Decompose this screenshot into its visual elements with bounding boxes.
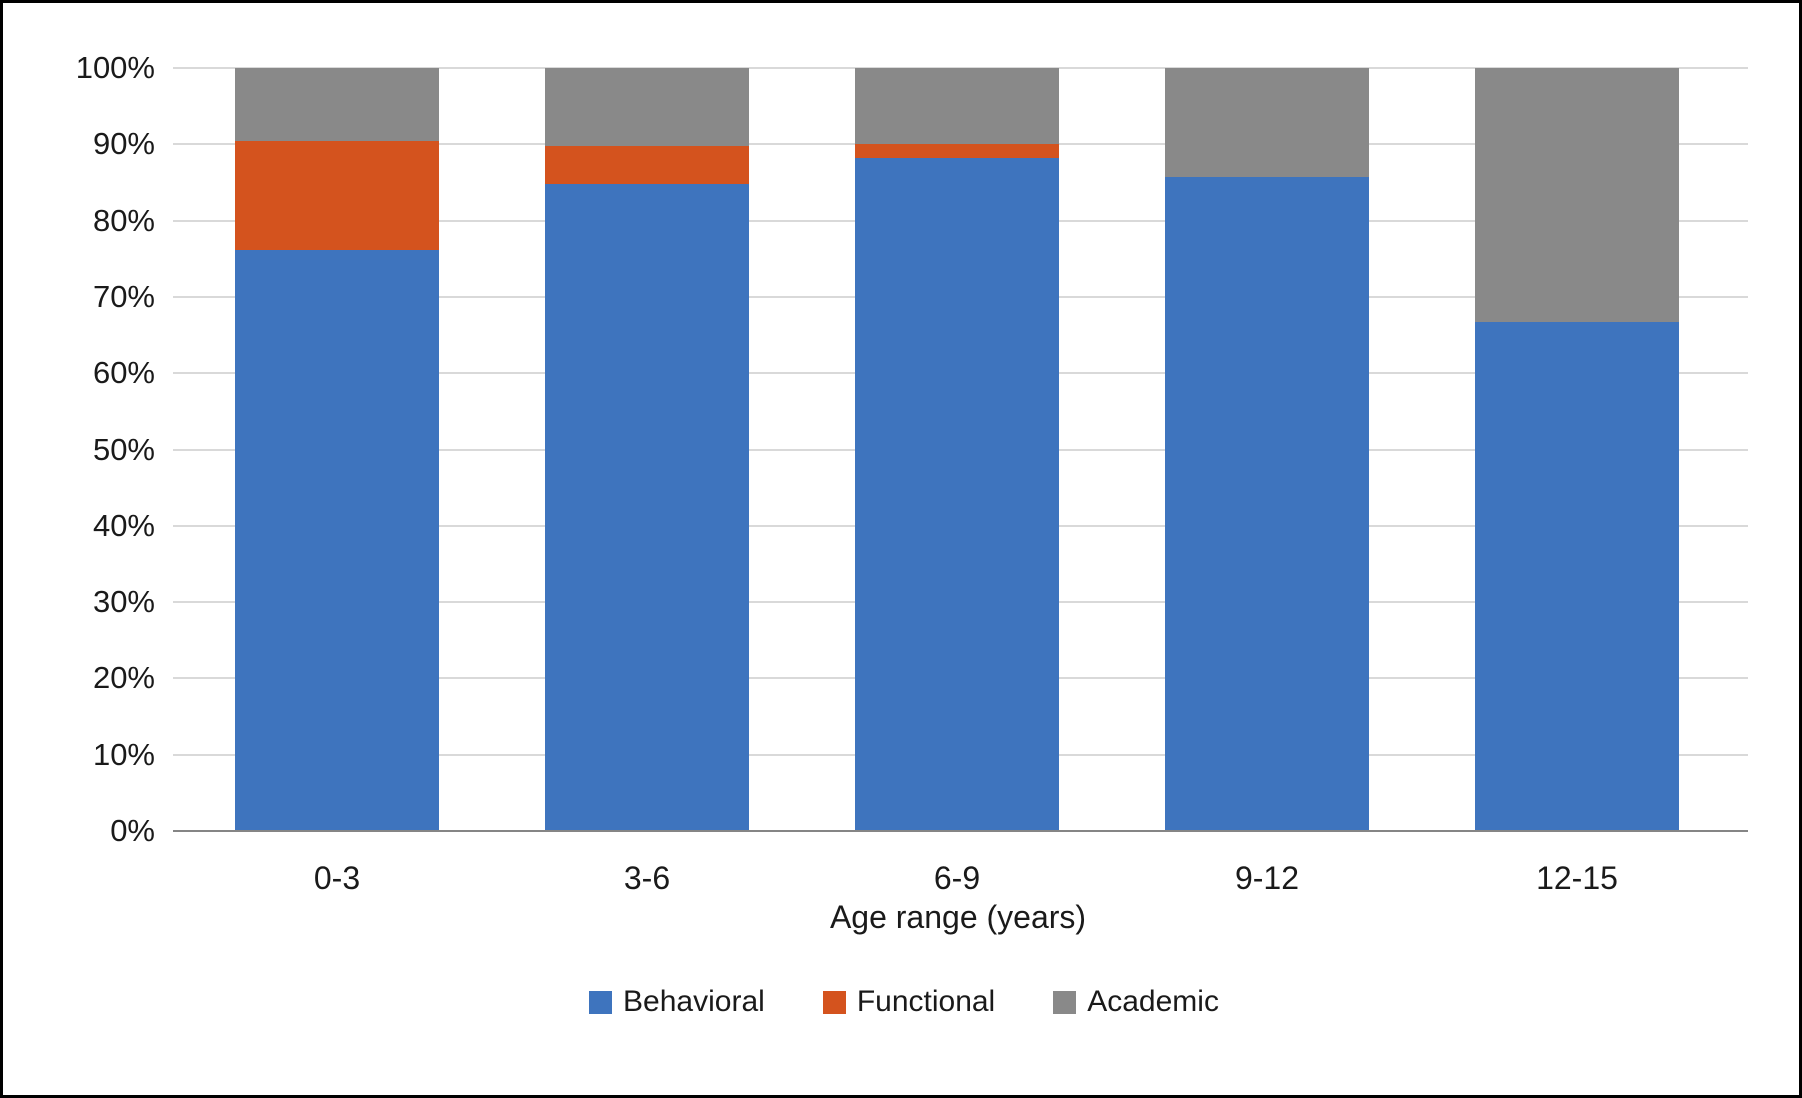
legend-swatch-icon xyxy=(1053,990,1077,1014)
legend-item-academic: Academic xyxy=(1053,985,1219,1019)
bar-segment-behavioral-3-6 xyxy=(545,183,749,831)
bar-segment-academic-6-9 xyxy=(855,68,1059,145)
bar-segment-functional-0-3 xyxy=(235,140,439,250)
x-tick-label: 9-12 xyxy=(1234,860,1300,896)
legend-swatch-icon xyxy=(822,990,846,1014)
legend-swatch-icon xyxy=(589,990,613,1014)
y-tick-label: 50% xyxy=(92,431,155,467)
y-tick-label: 20% xyxy=(92,660,155,696)
bar-segment-behavioral-12-15 xyxy=(1475,322,1679,831)
x-tick-label: 3-6 xyxy=(623,860,671,896)
x-axis-line xyxy=(173,830,1748,832)
y-tick-label: 80% xyxy=(92,202,155,238)
bar-segment-functional-3-6 xyxy=(545,145,749,184)
y-tick-label: 0% xyxy=(110,813,155,848)
y-tick-label: 70% xyxy=(92,278,155,314)
legend-label: Functional xyxy=(856,985,996,1018)
plot-area xyxy=(173,67,1748,832)
y-tick-label: 60% xyxy=(92,355,155,391)
x-tick-label: 6-9 xyxy=(933,860,981,896)
bar-segment-behavioral-6-9 xyxy=(855,158,1059,831)
bar-segment-academic-9-12 xyxy=(1165,68,1369,178)
chart-legend: Behavioral Functional Academic xyxy=(3,985,1799,1019)
bar-segment-behavioral-0-3 xyxy=(235,249,439,831)
x-axis-title: Age range (years) xyxy=(829,899,1087,935)
legend-item-behavioral: Behavioral xyxy=(589,985,765,1019)
legend-item-functional: Functional xyxy=(822,985,996,1019)
y-tick-label: 100% xyxy=(75,50,155,85)
x-tick-label: 12-15 xyxy=(1536,860,1618,896)
y-tick-label: 30% xyxy=(92,584,155,620)
bar-segment-academic-3-6 xyxy=(545,68,749,146)
gridline xyxy=(173,67,1748,69)
bar-segment-academic-12-15 xyxy=(1475,68,1679,323)
y-tick-label: 40% xyxy=(92,507,155,543)
legend-label: Academic xyxy=(1087,985,1219,1018)
bar-segment-behavioral-9-12 xyxy=(1165,177,1369,831)
bar-segment-academic-0-3 xyxy=(235,68,439,141)
legend-label: Behavioral xyxy=(623,985,765,1018)
y-tick-label: 90% xyxy=(92,126,155,162)
x-tick-label: 0-3 xyxy=(313,860,361,896)
bar-segment-functional-6-9 xyxy=(855,144,1059,159)
y-tick-label: 10% xyxy=(92,736,155,772)
